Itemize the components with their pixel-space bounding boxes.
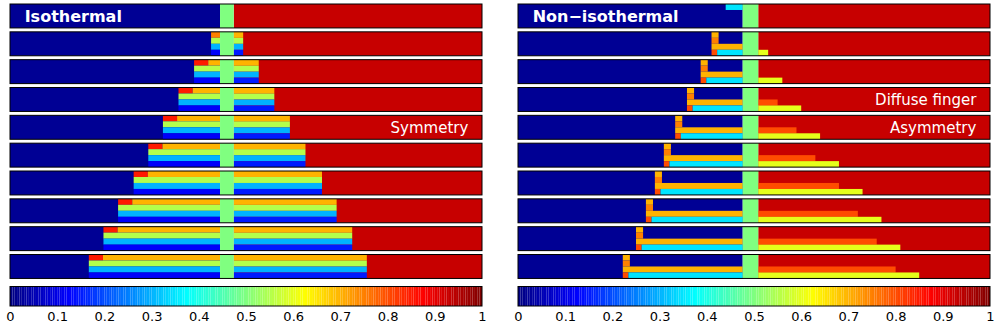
svg-text:0.1: 0.1	[47, 309, 68, 324]
svg-text:0.3: 0.3	[650, 309, 671, 324]
svg-text:1: 1	[986, 309, 994, 324]
svg-text:0.2: 0.2	[603, 309, 624, 324]
svg-text:Asymmetry: Asymmetry	[890, 119, 976, 137]
svg-text:0.1: 0.1	[555, 309, 576, 324]
svg-text:0.5: 0.5	[236, 309, 257, 324]
svg-text:Diffuse finger: Diffuse finger	[875, 91, 977, 109]
svg-text:1: 1	[478, 309, 486, 324]
svg-text:0.6: 0.6	[791, 309, 812, 324]
svg-text:0.7: 0.7	[331, 309, 352, 324]
svg-text:0.4: 0.4	[189, 309, 210, 324]
svg-text:0.7: 0.7	[839, 309, 860, 324]
svg-text:0.6: 0.6	[283, 309, 304, 324]
svg-text:0.8: 0.8	[886, 309, 907, 324]
svg-text:0.8: 0.8	[378, 309, 399, 324]
svg-text:Non−isothermal: Non−isothermal	[533, 7, 679, 26]
svg-text:Isothermal: Isothermal	[25, 7, 122, 26]
svg-text:0: 0	[514, 309, 522, 324]
svg-text:0: 0	[6, 309, 14, 324]
svg-text:0.9: 0.9	[425, 309, 446, 324]
svg-text:Symmetry: Symmetry	[391, 119, 469, 137]
svg-text:0.5: 0.5	[744, 309, 765, 324]
svg-text:0.3: 0.3	[142, 309, 163, 324]
svg-text:0.4: 0.4	[697, 309, 718, 324]
svg-text:0.9: 0.9	[933, 309, 954, 324]
svg-text:0.2: 0.2	[95, 309, 116, 324]
